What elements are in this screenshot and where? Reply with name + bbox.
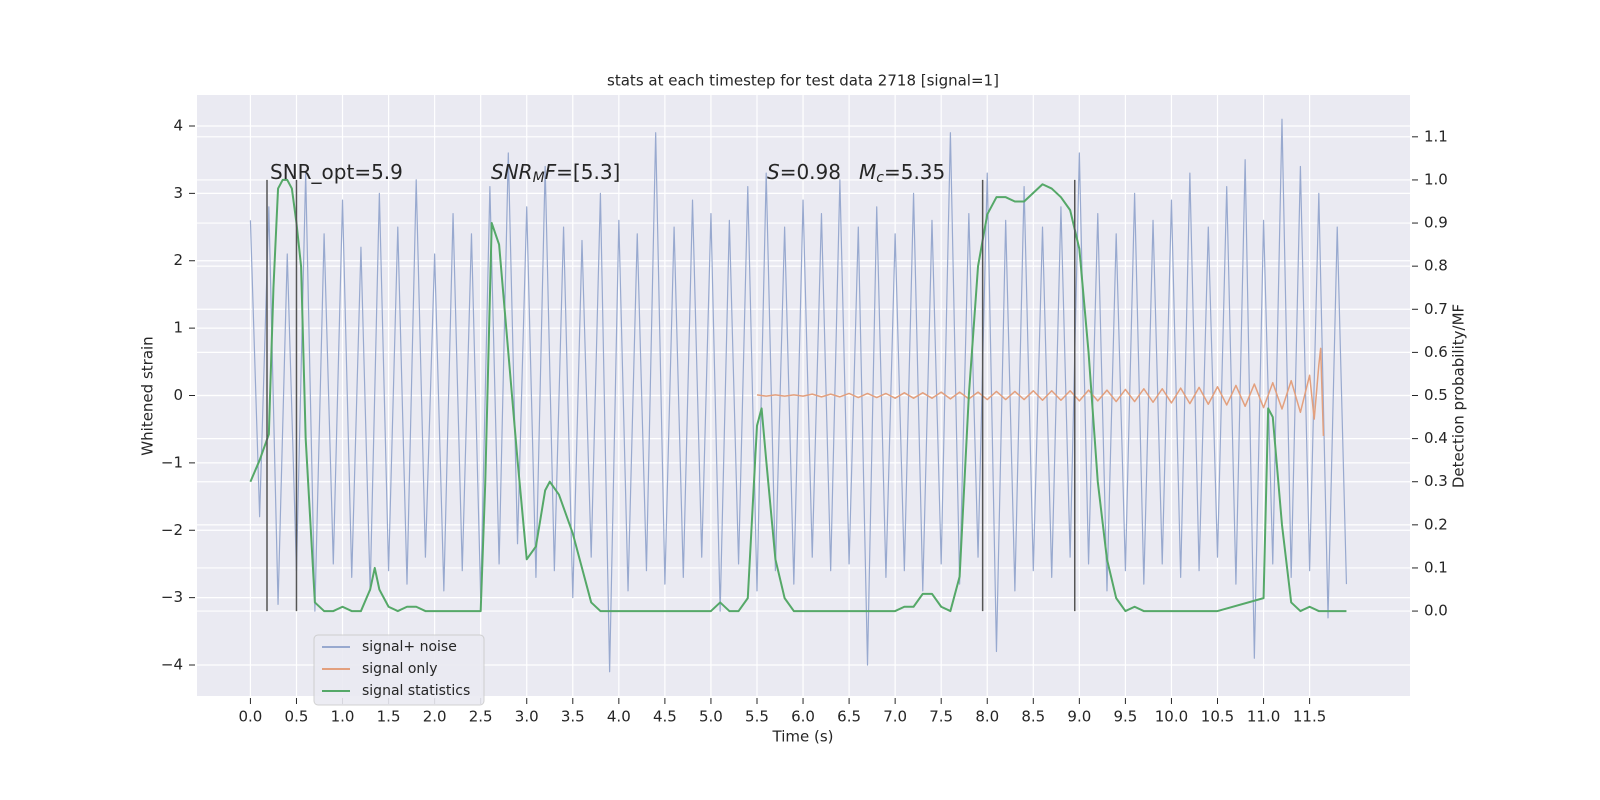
x-tick-label: 3.5 [561, 708, 585, 726]
legend-box [313, 634, 485, 706]
x-tick-label: 8.0 [975, 708, 999, 726]
annotation-part: SNR_opt=5.9 [270, 160, 403, 184]
annotation-part: M [533, 170, 545, 186]
y-tick-label: 2 [173, 251, 183, 269]
y2-tick-label: 0.0 [1424, 602, 1448, 620]
y2-tick-label: 0.5 [1424, 386, 1448, 404]
x-tick-label: 9.5 [1113, 708, 1137, 726]
x-tick-label: 7.5 [929, 708, 953, 726]
series-line [249, 118, 1348, 673]
y2-tick-label: 0.9 [1424, 214, 1448, 232]
x-tick-label: 6.5 [837, 708, 861, 726]
y-tick-label: −3 [161, 588, 183, 606]
annotation-part: c [876, 170, 884, 186]
y-tick-label: 4 [173, 116, 183, 134]
annotation-part: S [767, 160, 780, 184]
y2-tick-label: 1.0 [1424, 170, 1448, 188]
x-tick-label: 3.0 [515, 708, 539, 726]
x-tick-label: 5.5 [745, 708, 769, 726]
x-tick-label: 1.5 [377, 708, 401, 726]
legend-label: signal statistics [362, 683, 470, 699]
x-tick-label: 10.5 [1201, 708, 1234, 726]
x-tick-label: 6.0 [791, 708, 815, 726]
annotation-part: SNR [491, 160, 533, 184]
y-tick-label: 1 [173, 319, 183, 337]
x-tick-label: 1.0 [331, 708, 355, 726]
y2-tick-label: 0.8 [1424, 257, 1448, 275]
x-tick-label: 7.0 [883, 708, 907, 726]
series-line [249, 178, 1347, 613]
series-line [756, 347, 1325, 436]
y-axis-label: Whitened strain [139, 336, 157, 455]
y-tick-label: −2 [161, 521, 183, 539]
y-tick-label: 0 [173, 386, 183, 404]
annotation-part: F [545, 160, 557, 184]
annotation: Mc=5.35 [859, 160, 945, 187]
annotation-part: =0.98 [780, 160, 841, 184]
legend-label: signal+ noise [362, 639, 457, 655]
x-tick-label: 11.0 [1247, 708, 1280, 726]
annotation-part: =5.35 [884, 160, 945, 184]
y2-tick-label: 1.1 [1424, 127, 1448, 145]
y2-tick-label: 0.1 [1424, 558, 1448, 576]
x-tick-label: 5.0 [699, 708, 723, 726]
y2-tick-label: 0.3 [1424, 472, 1448, 490]
annotation-part: M [859, 160, 876, 184]
y2-tick-label: 0.6 [1424, 343, 1448, 361]
y-tick-label: −1 [161, 453, 183, 471]
x-tick-label: 4.5 [653, 708, 677, 726]
x-tick-label: 2.5 [469, 708, 493, 726]
y-tick-label: −4 [161, 656, 183, 674]
y2-axis-label: Detection probability/MF [1450, 304, 1468, 488]
x-tick-label: 11.5 [1293, 708, 1326, 726]
annotation-part: =[5.3] [556, 160, 620, 184]
annotation: SNRMF=[5.3] [491, 160, 620, 187]
annotation: SNR_opt=5.9 [270, 160, 403, 184]
y2-tick-label: 0.7 [1424, 300, 1448, 318]
y2-tick-label: 0.2 [1424, 515, 1448, 533]
x-tick-label: 9.0 [1067, 708, 1091, 726]
y2-tick-label: 0.4 [1424, 429, 1448, 447]
x-tick-label: 0.0 [238, 708, 262, 726]
legend-label: signal only [362, 661, 437, 677]
x-tick-label: 4.0 [607, 708, 631, 726]
y-tick-label: 3 [173, 184, 183, 202]
x-axis-label: Time (s) [772, 728, 834, 746]
x-tick-label: 2.0 [423, 708, 447, 726]
annotation: S=0.98 [767, 160, 841, 184]
x-tick-label: 10.0 [1155, 708, 1188, 726]
chart-title: stats at each timestep for test data 271… [607, 72, 999, 90]
x-tick-label: 8.5 [1021, 708, 1045, 726]
x-tick-label: 0.5 [285, 708, 309, 726]
